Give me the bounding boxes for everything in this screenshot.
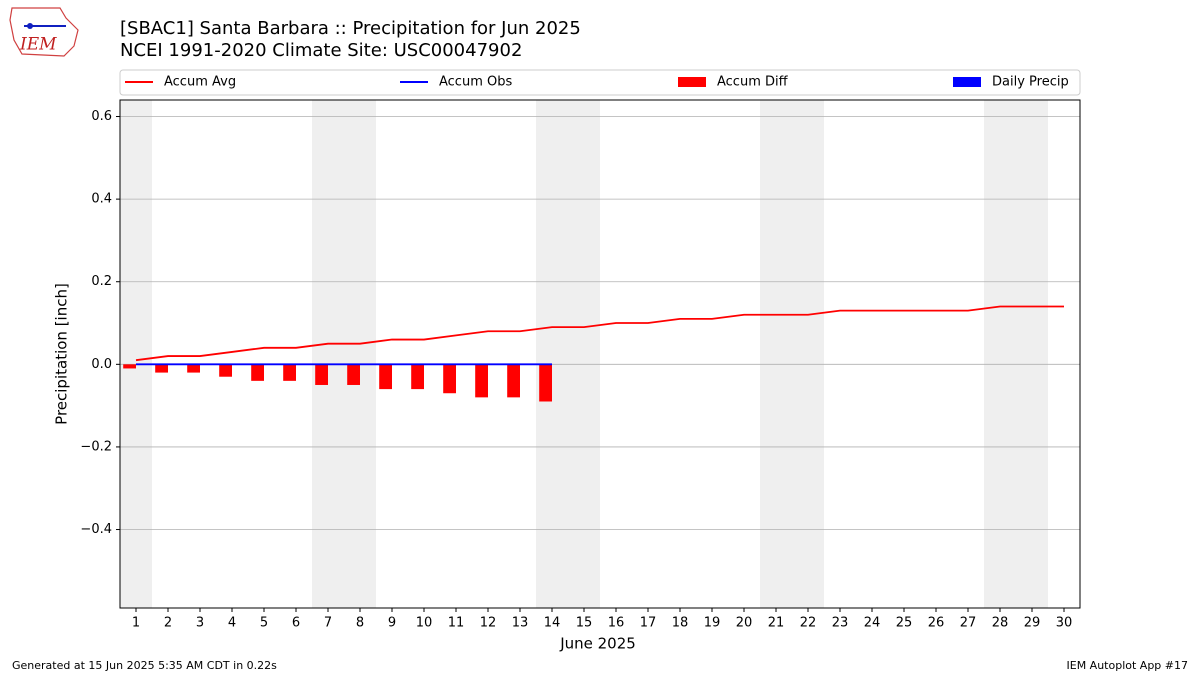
x-tick-label: 24	[864, 616, 881, 631]
y-tick-label: 0.4	[91, 192, 112, 207]
bar	[379, 364, 392, 390]
logo-outline	[9, 7, 79, 57]
weekend-shade	[536, 100, 600, 608]
x-tick-label: 18	[672, 616, 689, 631]
legend-label: Accum Obs	[439, 75, 512, 90]
legend-swatch	[678, 77, 706, 87]
bar	[315, 364, 328, 385]
x-tick-label: 12	[480, 616, 497, 631]
x-tick-label: 20	[736, 616, 753, 631]
y-tick-label: −0.4	[80, 522, 112, 537]
x-tick-label: 16	[608, 616, 625, 631]
bar	[443, 364, 456, 394]
x-tick-label: 11	[448, 616, 465, 631]
x-tick-label: 5	[260, 616, 268, 631]
y-tick-label: 0.2	[91, 274, 112, 289]
x-tick-label: 29	[1024, 616, 1041, 631]
legend-label: Accum Avg	[164, 75, 236, 90]
x-tick-label: 23	[832, 616, 849, 631]
chart-subtitle: NCEI 1991-2020 Climate Site: USC00047902	[120, 40, 522, 61]
x-tick-label: 17	[640, 616, 657, 631]
weekend-shade	[760, 100, 824, 608]
y-axis-label: Precipitation [inch]	[53, 283, 71, 425]
bar	[347, 364, 360, 385]
y-tick-label: 0.6	[91, 109, 112, 124]
x-tick-label: 7	[324, 616, 332, 631]
bar	[187, 364, 200, 373]
x-tick-label: 10	[416, 616, 433, 631]
x-tick-label: 19	[704, 616, 721, 631]
weekend-shade	[984, 100, 1048, 608]
plot-frame	[119, 99, 1081, 609]
x-tick-label: 4	[228, 616, 236, 631]
x-tick-label: 30	[1056, 616, 1073, 631]
x-tick-label: 14	[544, 616, 561, 631]
logo-text: IEM	[19, 35, 57, 55]
footer-left: Generated at 15 Jun 2025 5:35 AM CDT in …	[12, 659, 277, 672]
chart-title: [SBAC1] Santa Barbara :: Precipitation f…	[120, 18, 581, 39]
y-tick-label: −0.2	[80, 439, 112, 454]
weekend-shade	[120, 100, 152, 608]
y-tick-label: 0.0	[91, 357, 112, 372]
x-tick-label: 28	[992, 616, 1009, 631]
bar	[539, 364, 552, 402]
x-tick-label: 3	[196, 616, 204, 631]
x-tick-label: 27	[960, 616, 977, 631]
legend-box	[119, 69, 1081, 96]
series-line	[135, 305, 1064, 362]
bar	[283, 364, 296, 381]
x-tick-label: 8	[356, 616, 364, 631]
x-tick-label: 22	[800, 616, 817, 631]
bar	[155, 364, 168, 373]
bar	[411, 364, 424, 390]
legend-label: Daily Precip	[992, 75, 1069, 90]
x-tick-label: 9	[388, 616, 396, 631]
x-tick-label: 26	[928, 616, 945, 631]
bar	[219, 364, 232, 377]
x-tick-label: 6	[292, 616, 300, 631]
legend-swatch	[953, 77, 981, 87]
x-tick-label: 25	[896, 616, 913, 631]
x-tick-label: 21	[768, 616, 785, 631]
legend-label: Accum Diff	[717, 75, 789, 90]
bar	[123, 364, 136, 369]
x-axis-label: June 2025	[559, 635, 636, 653]
logo: IEM	[9, 7, 79, 57]
x-tick-label: 2	[164, 616, 172, 631]
bar	[251, 364, 264, 381]
logo-dot	[27, 23, 33, 29]
footer-right: IEM Autoplot App #17	[1067, 659, 1189, 672]
x-tick-label: 1	[132, 616, 140, 631]
bar	[475, 364, 488, 398]
x-tick-label: 15	[576, 616, 593, 631]
weekend-shade	[312, 100, 376, 608]
bar	[507, 364, 520, 398]
x-tick-label: 13	[512, 616, 529, 631]
